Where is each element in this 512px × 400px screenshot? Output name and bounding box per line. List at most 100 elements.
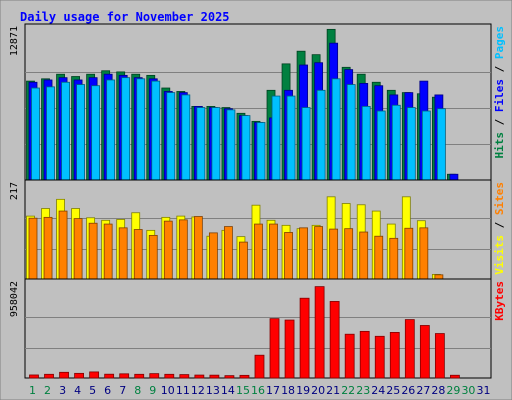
bar [271,95,281,181]
legend-sites: Sites [493,182,506,215]
bar [241,115,251,181]
bar [118,227,128,280]
legend-files: Files [493,79,506,112]
bar [269,223,278,280]
bar [329,228,339,280]
bar [209,374,220,379]
day-label: 25 [386,384,400,397]
legend-kbytes: KBytes [493,281,506,321]
bar [329,301,340,379]
legend-separator: / [493,215,506,235]
bar [163,220,173,280]
bar [359,330,370,379]
bar [434,333,445,379]
bar [389,237,399,280]
day-label: 1 [29,384,36,397]
chart-panels: 12871 Hits / Files / Pages 217 Visits / Sit… [9,23,506,379]
bar [178,219,188,280]
bar [106,79,116,181]
day-label: 30 [461,384,475,397]
bar [299,227,308,280]
bar [181,94,191,181]
bar [193,216,203,280]
bar [133,229,143,280]
day-label: 7 [119,384,126,397]
day-label: 20 [311,384,325,397]
day-label: 4 [74,384,81,397]
legend-separator: / [493,112,506,132]
day-label: 21 [326,384,340,397]
bar [256,122,266,181]
bar [359,231,369,280]
legend-separator: / [493,59,506,79]
day-label: 8 [134,384,141,397]
series-kbytes [29,286,460,379]
day-label: 5 [89,384,96,397]
bar [361,106,371,181]
bar [269,318,280,379]
legend: Visits / Sites [493,182,506,275]
bar [149,373,160,379]
day-label: 19 [296,384,310,397]
day-label: 17 [266,384,280,397]
bar [73,218,83,280]
bar [331,78,341,181]
bar [194,374,205,379]
panel-kbytes: 958042 KBytes [9,278,506,379]
bar [59,371,69,379]
bar [88,222,98,280]
bar [211,107,221,181]
bar [301,107,311,181]
bar [43,216,53,280]
day-label: 29 [446,384,460,397]
bar [121,77,131,181]
bar [46,86,55,181]
bar [376,110,386,181]
bar [91,85,101,181]
bar [179,374,190,379]
bar [134,373,145,379]
legend-hits: Hits [493,132,506,159]
bar [226,109,236,181]
bar [419,325,430,379]
bar [421,110,431,181]
day-label: 23 [356,384,370,397]
bar [239,374,250,379]
day-label: 6 [104,384,111,397]
bar [344,333,355,379]
bar [104,373,115,379]
bar [314,286,325,379]
panel-visits-sites: 217 Visits / Sites [9,179,506,280]
bar [449,173,459,181]
max-value-label: 958042 [9,281,20,317]
day-label: 10 [161,384,175,397]
bar [284,319,295,379]
legend: Hits / Files / Pages [493,26,506,159]
bar [344,228,354,280]
bar [404,227,414,280]
legend-visits: Visits [493,235,506,275]
bar [196,107,206,181]
bar [224,226,233,280]
day-axis: 1 2 3 4 5 6 7 8 9 10 11 12 13 14 15 16 17 18 19 20 21 22 23 24 2… [29,384,490,397]
bar [254,354,265,379]
bar [419,227,429,280]
bar [434,274,444,280]
bar [208,232,218,280]
bar [28,217,38,280]
bar [391,104,401,181]
legend: KBytes [493,281,506,321]
day-label: 28 [431,384,445,397]
bar [239,241,248,280]
bar [44,373,54,379]
bar [436,108,446,181]
bar [404,319,415,379]
day-label: 24 [371,384,385,397]
day-label: 13 [206,384,220,397]
day-label: 11 [176,384,190,397]
bar [136,78,146,181]
bar [58,210,68,280]
bar [151,80,161,181]
bar [166,92,176,181]
